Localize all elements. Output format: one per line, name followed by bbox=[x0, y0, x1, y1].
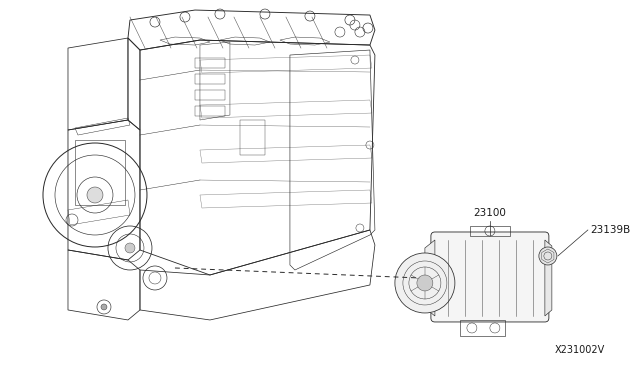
Text: 23100: 23100 bbox=[474, 208, 506, 218]
Bar bbox=[195, 106, 225, 116]
Polygon shape bbox=[425, 240, 435, 316]
Bar bbox=[240, 120, 265, 155]
Bar bbox=[195, 74, 225, 84]
Text: X231002V: X231002V bbox=[555, 345, 605, 355]
Circle shape bbox=[87, 187, 103, 203]
Circle shape bbox=[125, 243, 135, 253]
Text: 23139B: 23139B bbox=[590, 225, 630, 235]
Circle shape bbox=[395, 253, 455, 313]
Polygon shape bbox=[545, 240, 552, 316]
Circle shape bbox=[417, 275, 433, 291]
Bar bbox=[75, 140, 125, 205]
FancyBboxPatch shape bbox=[431, 232, 549, 322]
Bar bbox=[195, 90, 225, 100]
Bar bbox=[195, 58, 225, 68]
Circle shape bbox=[101, 304, 107, 310]
Circle shape bbox=[539, 247, 557, 265]
